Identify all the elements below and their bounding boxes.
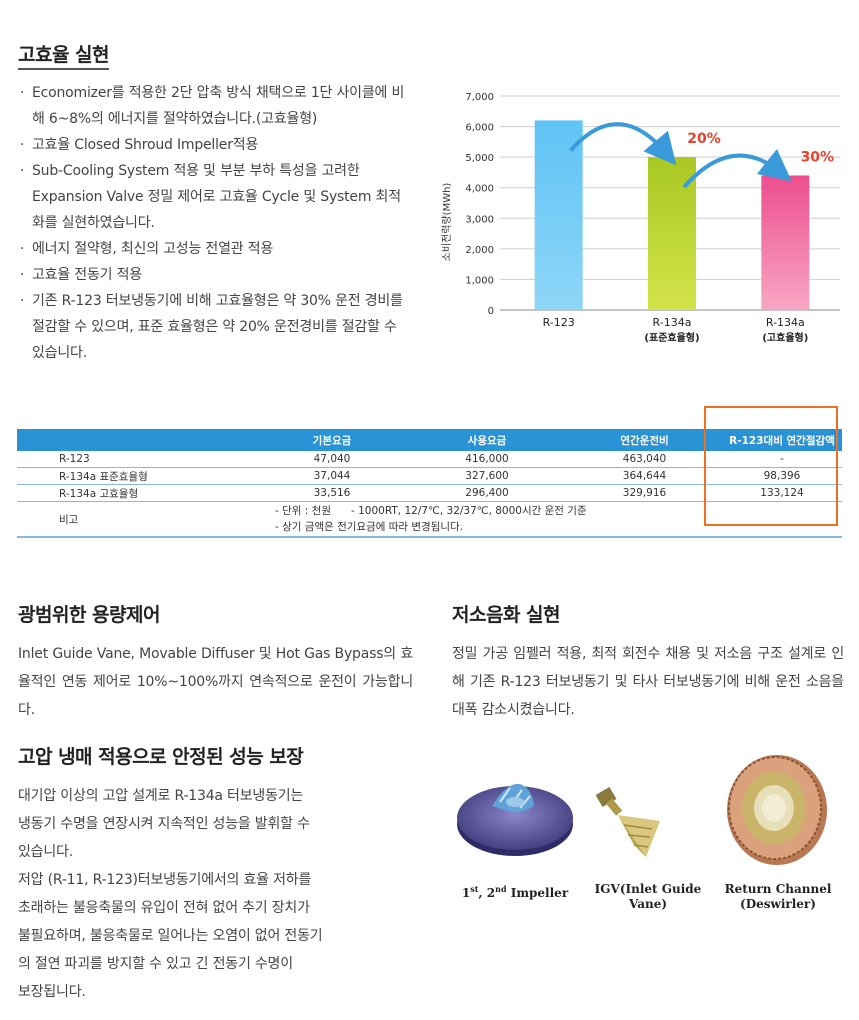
y-tick-label: 5,000 <box>465 153 494 164</box>
y-tick-label: 7,000 <box>465 92 494 103</box>
table-cell: 47,040 <box>257 451 407 468</box>
table-cell: 416,000 <box>407 451 567 468</box>
caption-line: Return Channel <box>724 882 832 896</box>
table-header: 사용요금 <box>407 429 567 451</box>
inlet-guide-vane-image <box>595 786 660 857</box>
y-tick-label: 6,000 <box>465 123 494 134</box>
y-tick-label: 3,000 <box>465 214 494 225</box>
table-cell: 329,916 <box>567 484 722 502</box>
x-tick-sublabel: (고효율형) <box>762 331 808 344</box>
return-channel-image <box>727 755 827 865</box>
y-tick-label: 2,000 <box>465 245 494 256</box>
caption-text: , 2 <box>478 886 496 900</box>
operating-cost-table: 기본요금 사용요금 연간운전비 R-123대비 연간절감액 R-123 47,0… <box>17 429 842 538</box>
chart-x-labels: R-123 R-134a (표준효율형) R-134a (고효율형) <box>543 316 809 344</box>
table-note: - 단위 : 천원 - 1000RT, 12/7℃, 32/37℃, 8000시… <box>257 501 722 538</box>
list-item: 고효율 전동기 적용 <box>18 262 413 288</box>
table-cell: 463,040 <box>567 451 722 468</box>
x-tick-label: R-134a <box>653 316 692 329</box>
text-line: 보장됩니다. <box>18 984 86 1000</box>
text-line: 대기압 이상의 고압 설계로 R-134a 터보냉동기는 <box>18 788 304 804</box>
bar <box>761 175 810 310</box>
savings-highlight-box <box>704 406 838 526</box>
y-tick-label: 0 <box>488 306 494 317</box>
chart-annotations: 20% 30% <box>569 122 835 189</box>
text-line: 의 절연 파괴를 방지할 수 있고 긴 전동기 수명이 <box>18 956 293 972</box>
table-cell: 98,396 <box>722 467 842 485</box>
table-row: R-134a 표준효율형 37,044 327,600 364,644 98,3… <box>17 467 842 485</box>
table-note-empty <box>722 501 842 538</box>
section-title-high-pressure: 고압 냉매 적용으로 안정된 성능 보장 <box>18 746 304 768</box>
table-cell: 37,044 <box>257 467 407 485</box>
table-header-row: 기본요금 사용요금 연간운전비 R-123대비 연간절감액 <box>17 429 842 451</box>
table-cell: 296,400 <box>407 484 567 502</box>
savings-arrow <box>569 122 677 166</box>
y-tick-label: 1,000 <box>465 275 494 286</box>
chart-bars <box>534 120 810 310</box>
table-header: 연간운전비 <box>567 429 722 451</box>
table-row: R-134a 고효율형 33,516 296,400 329,916 133,1… <box>17 484 842 502</box>
savings-arrow <box>682 148 792 189</box>
table-header <box>17 429 257 451</box>
impeller-caption: 1st, 2nd Impeller <box>452 882 578 901</box>
list-item: 고효율 Closed Shroud Impeller적용 <box>18 132 413 158</box>
section-title-efficiency: 고효율 실현 <box>18 40 110 70</box>
chart-y-ticks: 0 1,000 2,000 3,000 4,000 5,000 6,000 7,000 <box>465 92 494 317</box>
chart-y-axis-label: 소비전력량(MWh) <box>441 183 453 262</box>
table-cell: 133,124 <box>722 484 842 502</box>
caption-sup: st <box>470 884 479 894</box>
table-row: R-123 47,040 416,000 463,040 - <box>17 451 842 468</box>
list-item: 기존 R-123 터보냉동기에 비해 고효율형은 약 30% 운전 경비를 절감… <box>18 288 413 366</box>
x-tick-sublabel: (표준효율형) <box>644 331 699 344</box>
igv-caption: IGV(Inlet Guide Vane) <box>594 882 702 911</box>
table-note-row: 비고 - 단위 : 천원 - 1000RT, 12/7℃, 32/37℃, 80… <box>17 501 842 538</box>
x-tick-label: R-134a <box>766 316 805 329</box>
table-cell: 364,644 <box>567 467 722 485</box>
table-cell: R-123 <box>17 451 257 468</box>
capacity-control-text: Inlet Guide Vane, Movable Diffuser 및 Hot… <box>18 646 413 718</box>
text-line: 있습니다. <box>18 844 73 860</box>
list-item: Sub-Cooling System 적용 및 부분 부하 특성을 고려한 Ex… <box>18 158 413 236</box>
table-header: R-123대비 연간절감액 <box>722 429 842 451</box>
table-cell: 327,600 <box>407 467 567 485</box>
caption-sup: nd <box>495 884 507 894</box>
savings-label: 20% <box>687 131 721 147</box>
table-cell: 33,516 <box>257 484 407 502</box>
power-consumption-chart: 0 1,000 2,000 3,000 4,000 5,000 6,000 7,000 소비전… <box>441 92 840 344</box>
note-line: - 상기 금액은 전기요금에 따라 변경됩니다. <box>275 521 464 533</box>
section-title-low-noise: 저소음화 실현 <box>452 604 561 626</box>
caption-text: 1 <box>461 886 471 900</box>
caption-text: Impeller <box>506 886 569 900</box>
low-noise-text: 정밀 가공 임펠러 적용, 최적 회전수 채용 및 저소음 구조 설계로 인해 … <box>452 646 844 718</box>
x-tick-label: R-123 <box>543 316 575 329</box>
note-line: - 단위 : 천원 - 1000RT, 12/7℃, 32/37℃, 8000시… <box>275 505 587 517</box>
text-line: 저압 (R-11, R-123)터보냉동기에서의 효율 저하를 <box>18 872 312 888</box>
table-note-label: 비고 <box>17 501 257 538</box>
table-cell: - <box>722 451 842 468</box>
table-cell: R-134a 고효율형 <box>17 484 257 502</box>
text-line: 불필요하며, 불응축물로 일어나는 오염이 없어 전동기 <box>18 928 323 944</box>
impeller-image <box>457 783 573 856</box>
savings-label: 30% <box>801 149 835 165</box>
caption-line: (Deswirler) <box>740 897 816 911</box>
efficiency-bullet-list: Economizer를 적용한 2단 압축 방식 채택으로 1단 사이클에 비해… <box>18 80 413 366</box>
text-line: 초래하는 불응축물의 유입이 전혀 없어 추기 장치가 <box>18 900 310 916</box>
list-item: 에너지 절약형, 최신의 고성능 전열관 적용 <box>18 236 413 262</box>
list-item: Economizer를 적용한 2단 압축 방식 채택으로 1단 사이클에 비해… <box>18 80 413 132</box>
return-channel-caption: Return Channel (Deswirler) <box>722 882 834 912</box>
table-cell: R-134a 표준효율형 <box>17 467 257 485</box>
text-line: 냉동기 수명을 연장시켜 지속적인 성능을 발휘할 수 <box>18 816 310 832</box>
table-header: 기본요금 <box>257 429 407 451</box>
high-pressure-text: 대기압 이상의 고압 설계로 R-134a 터보냉동기는 냉동기 수명을 연장시… <box>18 782 418 1006</box>
bar <box>534 120 583 310</box>
section-title-capacity-control: 광범위한 용량제어 <box>18 604 160 626</box>
y-tick-label: 4,000 <box>465 184 494 195</box>
